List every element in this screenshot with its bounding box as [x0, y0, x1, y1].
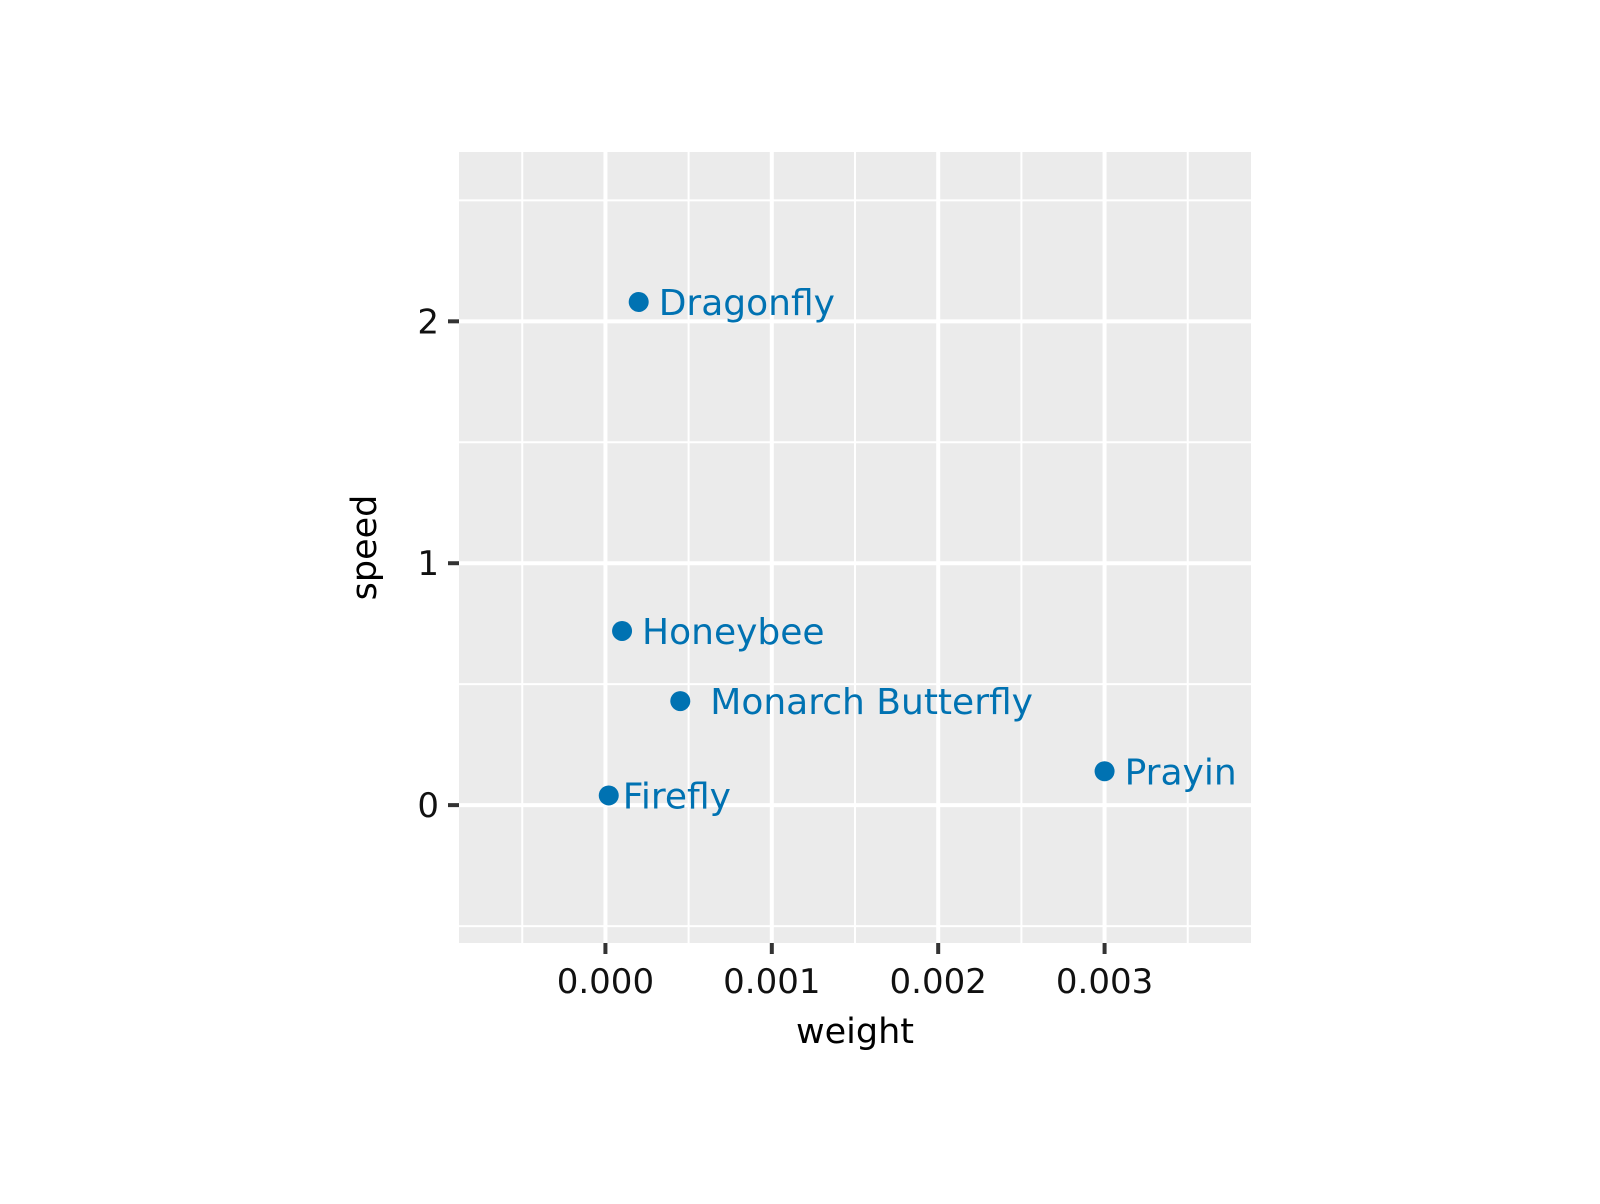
- point-label: Firefly: [623, 776, 731, 817]
- y-axis: 0 1 2: [417, 302, 459, 826]
- x-axis: 0.000 0.001 0.002 0.003: [557, 943, 1153, 1002]
- point-label: Dragonfly: [659, 283, 835, 324]
- data-point: [628, 291, 649, 312]
- major-gridlines: [459, 152, 1251, 943]
- y-axis-title: speed: [345, 495, 385, 601]
- x-tick-label: 0.003: [1056, 962, 1153, 1002]
- data-point: [1094, 761, 1115, 782]
- point-label: Monarch Butterfly: [710, 682, 1033, 723]
- minor-gridlines: [459, 152, 1251, 943]
- data-point: [670, 691, 691, 712]
- data-point: [612, 620, 633, 641]
- data-point: [598, 785, 619, 806]
- point-label: Honeybee: [642, 612, 825, 653]
- y-tick-label: 2: [417, 302, 439, 342]
- point-label: Prayin: [1125, 752, 1237, 793]
- point-labels: Dragonfly Honeybee Monarch Butterfly Prayin…: [623, 283, 1237, 817]
- x-axis-title: weight: [796, 1012, 914, 1052]
- y-tick-label: 0: [417, 786, 439, 826]
- y-tick-label: 1: [417, 544, 439, 584]
- x-tick-label: 0.001: [723, 962, 820, 1002]
- data-points: [598, 291, 1115, 806]
- x-tick-label: 0.002: [890, 962, 987, 1002]
- x-tick-label: 0.000: [557, 962, 654, 1002]
